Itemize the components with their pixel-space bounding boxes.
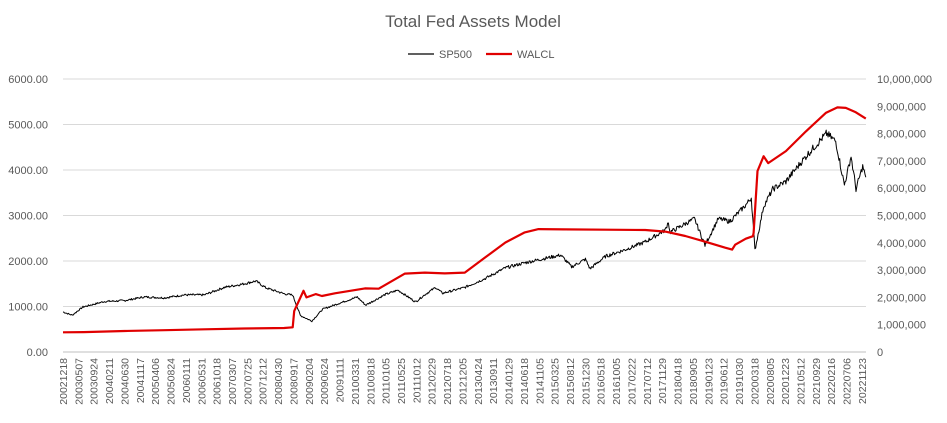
- x-tick-label: 20040630: [119, 358, 131, 405]
- x-tick-label: 20090204: [304, 358, 316, 405]
- x-tick-label: 20080917: [288, 358, 300, 405]
- y-left-tick-label: 2000.00: [8, 256, 48, 268]
- y-right-tick-label: 10,000,000: [877, 74, 932, 86]
- x-tick-label: 20090624: [319, 358, 331, 405]
- x-tick-label: 20130911: [488, 358, 500, 404]
- y-axis-right: 0 1,000,000 2,000,000 3,000,000 4,000,000 5,0…: [877, 74, 932, 359]
- x-tick-label: 20141105: [534, 358, 546, 404]
- y-left-tick-label: 4000.00: [8, 165, 48, 177]
- series-line-walcl: [62, 106, 867, 334]
- y-left-tick-label: 5000.00: [8, 120, 48, 132]
- x-tick-label: 20050824: [166, 358, 178, 405]
- x-tick-label: 20220706: [842, 358, 854, 405]
- y-right-tick-label: 0: [877, 347, 883, 359]
- legend-label-sp500: SP500: [439, 49, 472, 61]
- y-left-tick-label: 0.00: [27, 347, 48, 359]
- x-tick-label: 20060111: [181, 358, 193, 403]
- x-tick-label: 20170222: [626, 358, 638, 405]
- x-tick-label: 20100331: [350, 358, 362, 405]
- x-tick-label: 20070307: [227, 358, 239, 405]
- x-tick-label: 20040211: [104, 358, 116, 404]
- x-tick-label: 20190123: [703, 358, 715, 405]
- y-right-tick-label: 9,000,000: [877, 101, 926, 113]
- y-right-tick-label: 4,000,000: [877, 238, 926, 250]
- y-right-tick-label: 3,000,000: [877, 265, 926, 277]
- x-tick-label: 20220216: [826, 358, 838, 405]
- y-left-tick-label: 1000.00: [8, 302, 48, 314]
- y-left-tick-label: 6000.00: [8, 74, 48, 86]
- x-tick-label: 20140129: [504, 358, 516, 405]
- x-tick-label: 20121205: [457, 358, 469, 405]
- legend: SP500 WALCL: [408, 49, 555, 61]
- series-line-sp500: [62, 129, 867, 323]
- x-tick-label: 20100818: [365, 358, 377, 405]
- x-tick-label: 20080430: [273, 358, 285, 405]
- y-left-tick-label: 3000.00: [8, 211, 48, 223]
- y-right-tick-label: 6,000,000: [877, 183, 926, 195]
- y-right-tick-label: 1,000,000: [877, 320, 926, 332]
- x-tick-label: 20150325: [550, 358, 562, 405]
- x-tick-label: 20120718: [442, 358, 454, 405]
- y-right-tick-label: 5,000,000: [877, 211, 926, 223]
- x-tick-label: 20221123: [857, 358, 869, 404]
- x-tick-label: 20200805: [765, 358, 777, 405]
- x-tick-label: 20050406: [150, 358, 162, 405]
- x-tick-label: 20210929: [811, 358, 823, 405]
- x-tick-label: 20160518: [596, 358, 608, 405]
- x-tick-label: 20030507: [73, 358, 85, 405]
- y-axis-left: 0.00 1000.00 2000.00 3000.00 4000.00 5000.00 6…: [8, 74, 48, 359]
- x-tick-label: 20021218: [58, 358, 70, 405]
- x-tick-label: 20130424: [473, 358, 485, 405]
- x-tick-label: 20071212: [258, 358, 270, 405]
- x-tick-label: 20210512: [795, 358, 807, 405]
- x-tick-label: 20170712: [642, 358, 654, 405]
- x-tick-label: 20110105: [381, 358, 393, 404]
- x-tick-label: 20191030: [734, 358, 746, 405]
- legend-label-walcl: WALCL: [517, 49, 555, 61]
- x-tick-label: 20140618: [519, 358, 531, 405]
- x-tick-label: 20111012: [411, 358, 423, 403]
- x-tick-label: 20180418: [673, 358, 685, 405]
- y-right-tick-label: 2,000,000: [877, 292, 926, 304]
- series-layer: [62, 106, 867, 334]
- x-tick-label: 20041117: [135, 358, 147, 403]
- x-tick-label: 20180905: [688, 358, 700, 405]
- x-tick-label: 20030924: [89, 358, 101, 405]
- x-tick-label: 20201223: [780, 358, 792, 405]
- x-tick-label: 20070725: [242, 358, 254, 405]
- chart-title: Total Fed Assets Model: [385, 12, 561, 31]
- y-right-tick-label: 7,000,000: [877, 156, 926, 168]
- x-tick-label: 20060531: [196, 358, 208, 405]
- x-tick-label: 20061018: [212, 358, 224, 405]
- x-tick-label: 20171129: [657, 358, 669, 404]
- x-tick-label: 20151230: [580, 358, 592, 405]
- x-tick-label: 20120229: [427, 358, 439, 405]
- gridlines: [63, 78, 866, 353]
- y-right-tick-label: 8,000,000: [877, 129, 926, 141]
- x-tick-label: 20200318: [749, 358, 761, 405]
- x-tick-label: 20150812: [565, 358, 577, 405]
- x-tick-label: 20161005: [611, 358, 623, 405]
- x-tick-label: 20190612: [719, 358, 731, 405]
- x-axis: 20021218 20030507 20030924 20040211 20040630…: [58, 358, 869, 405]
- x-tick-label: 20110525: [396, 358, 408, 404]
- x-tick-label: 20091111: [335, 358, 347, 403]
